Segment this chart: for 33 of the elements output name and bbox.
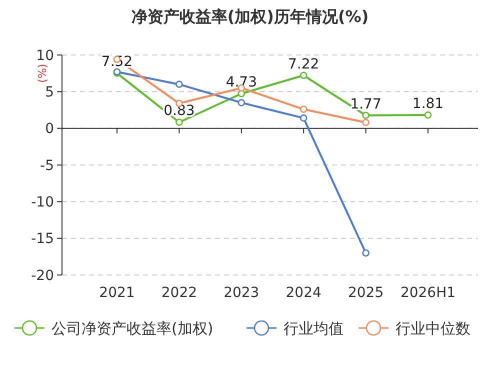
point	[362, 112, 370, 120]
y-tick-label: 10	[36, 48, 54, 64]
legend-label: 行业中位数	[396, 319, 470, 338]
y-tick-label: -15	[31, 231, 54, 248]
x-tick-label: 2023	[224, 285, 260, 301]
point	[176, 80, 183, 88]
data-label: 1.77	[350, 96, 382, 112]
point	[300, 72, 308, 80]
point	[362, 249, 370, 257]
point	[238, 99, 246, 106]
point	[362, 118, 370, 126]
point	[300, 106, 308, 113]
point	[424, 111, 432, 119]
y-tick-label: 5	[45, 84, 54, 101]
x-tick-label: 2025	[348, 285, 384, 301]
y-tick-label: -10	[31, 194, 54, 211]
chart-title: 净资产收益率(加权)历年情况(%)	[131, 7, 369, 26]
data-label: 7.22	[288, 56, 320, 72]
data-label: 1.81	[412, 96, 444, 112]
y-tick-label: -5	[40, 158, 54, 174]
x-tick-label: 2026H1	[400, 285, 456, 301]
legend-label: 公司净资产收益率(加权)	[52, 319, 214, 338]
x-tick-label: 2024	[286, 285, 322, 301]
y-axis-title: (%)	[36, 64, 49, 83]
legend-label: 行业均值	[284, 319, 344, 338]
y-tick-label: -20	[31, 268, 54, 284]
x-tick-label: 2021	[99, 285, 135, 301]
x-tick-label: 2022	[161, 285, 198, 301]
point	[300, 114, 308, 122]
point	[176, 118, 183, 126]
data-label: 4.73	[226, 74, 257, 91]
data-label: 0.83	[164, 103, 195, 120]
y-tick-label: 0	[45, 121, 54, 138]
